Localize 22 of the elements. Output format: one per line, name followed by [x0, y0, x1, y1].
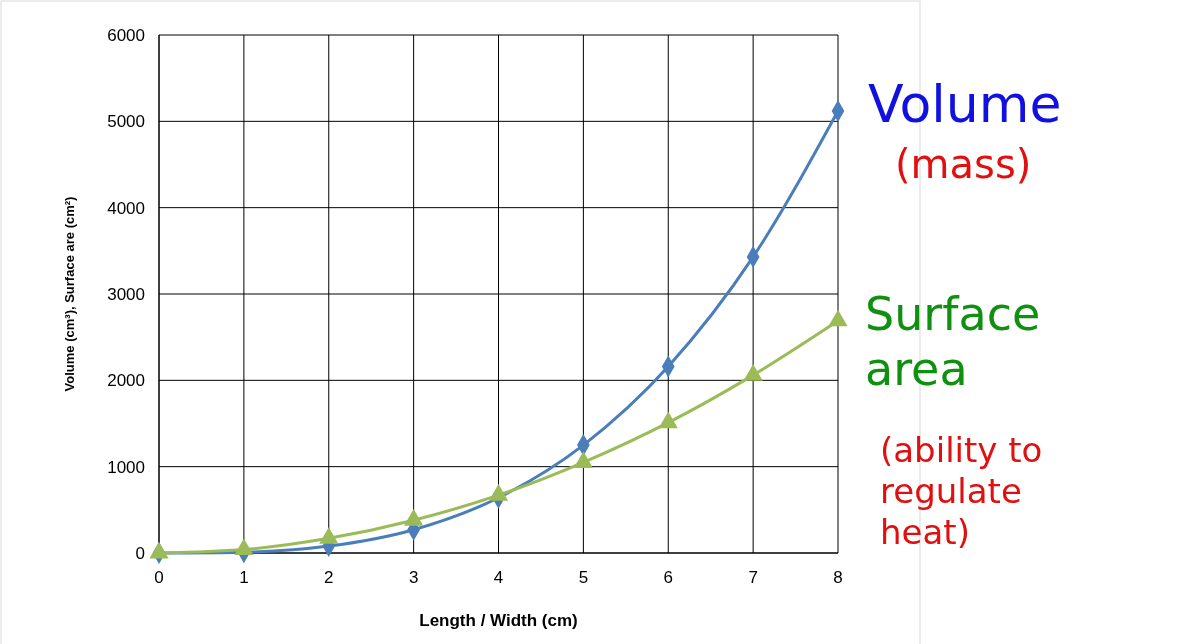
text: Surface area: [865, 287, 1041, 397]
text: (ability to regulate heat): [880, 430, 1043, 552]
y-tick-label: 4000: [107, 198, 145, 218]
x-tick-label: 2: [324, 568, 334, 587]
x-tick-label: 0: [154, 568, 164, 587]
x-axis-title: Length / Width (cm): [419, 611, 578, 630]
y-tick-label: 6000: [107, 26, 145, 45]
x-tick-label: 3: [408, 568, 419, 587]
x-tick-label: 7: [748, 568, 758, 587]
x-tick-label: 6: [663, 568, 673, 587]
y-axis-title: Volume (cm³), Surface are (cm²): [62, 196, 77, 392]
text: Volume: [868, 74, 1062, 134]
y-tick-label: 5000: [107, 112, 145, 132]
x-tick-label: 4: [493, 568, 504, 587]
y-tick-label: 1000: [107, 457, 145, 477]
y-tick-label: 2000: [107, 371, 145, 391]
x-tick-label: 8: [833, 568, 843, 587]
y-tick-label: 3000: [107, 285, 145, 304]
text: (mass): [895, 141, 1032, 187]
x-tick-label: 1: [239, 568, 249, 587]
x-tick-label: 5: [578, 568, 589, 587]
y-tick-label: 0: [135, 544, 145, 563]
